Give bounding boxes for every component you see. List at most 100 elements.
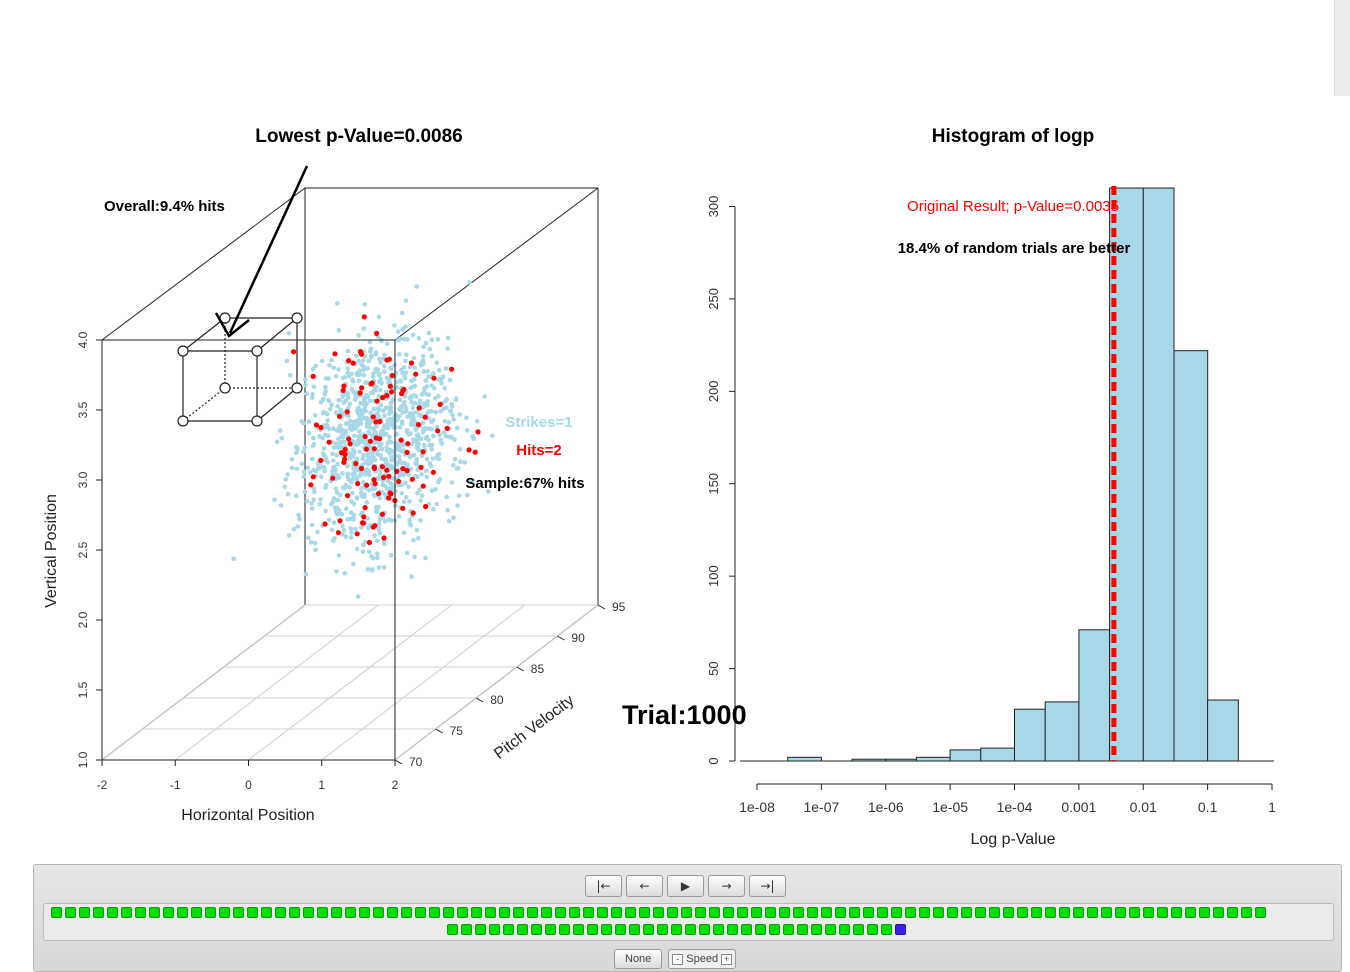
frame-marker[interactable] <box>751 907 762 918</box>
frame-marker[interactable] <box>1045 907 1056 918</box>
frame-marker[interactable] <box>919 907 930 918</box>
frame-marker[interactable] <box>1255 907 1266 918</box>
none-button[interactable]: None <box>614 949 663 969</box>
frame-marker[interactable] <box>881 924 892 935</box>
prev-frame-button[interactable]: ← <box>626 875 663 897</box>
frame-marker[interactable] <box>1185 907 1196 918</box>
frame-marker[interactable] <box>1199 907 1210 918</box>
frame-marker[interactable] <box>797 924 808 935</box>
frame-marker[interactable] <box>1129 907 1140 918</box>
frame-marker[interactable] <box>681 907 692 918</box>
frame-marker[interactable] <box>933 907 944 918</box>
frame-marker[interactable] <box>1017 907 1028 918</box>
frame-marker[interactable] <box>545 924 556 935</box>
frame-marker[interactable] <box>1003 907 1014 918</box>
frame-marker[interactable] <box>559 924 570 935</box>
speed-decrease-button[interactable]: - <box>672 953 684 965</box>
frame-marker[interactable] <box>839 924 850 935</box>
frame-marker[interactable] <box>807 907 818 918</box>
frame-marker[interactable] <box>671 924 682 935</box>
frame-marker[interactable] <box>373 907 384 918</box>
frame-marker[interactable] <box>769 924 780 935</box>
frame-marker[interactable] <box>555 907 566 918</box>
frame-marker[interactable] <box>699 924 710 935</box>
next-frame-button[interactable]: → <box>708 875 745 897</box>
frame-marker[interactable] <box>163 907 174 918</box>
frame-marker[interactable] <box>741 924 752 935</box>
frame-marker[interactable] <box>149 907 160 918</box>
frame-marker[interactable] <box>597 907 608 918</box>
frame-marker[interactable] <box>233 907 244 918</box>
frame-marker[interactable] <box>499 907 510 918</box>
frame-marker[interactable] <box>961 907 972 918</box>
frame-marker[interactable] <box>1115 907 1126 918</box>
frame-marker[interactable] <box>219 907 230 918</box>
frame-marker[interactable] <box>867 924 878 935</box>
frame-marker[interactable] <box>345 907 356 918</box>
frame-marker[interactable] <box>475 924 486 935</box>
frame-marker[interactable] <box>583 907 594 918</box>
frame-marker[interactable] <box>727 924 738 935</box>
frame-marker[interactable] <box>947 907 958 918</box>
frame-marker[interactable] <box>573 924 584 935</box>
frame-marker[interactable] <box>51 907 62 918</box>
frame-marker[interactable] <box>1143 907 1154 918</box>
frame-marker[interactable] <box>713 924 724 935</box>
frame-marker[interactable] <box>653 907 664 918</box>
frame-marker[interactable] <box>821 907 832 918</box>
frame-marker[interactable] <box>289 907 300 918</box>
frame-marker[interactable] <box>121 907 132 918</box>
frame-marker[interactable] <box>261 907 272 918</box>
frame-marker[interactable] <box>541 907 552 918</box>
frame-marker[interactable] <box>1031 907 1042 918</box>
frame-marker[interactable] <box>811 924 822 935</box>
frame-marker[interactable] <box>513 907 524 918</box>
frame-marker[interactable] <box>755 924 766 935</box>
frame-marker[interactable] <box>415 907 426 918</box>
frame-marker[interactable] <box>891 907 902 918</box>
frame-marker[interactable] <box>611 907 622 918</box>
frame-marker[interactable] <box>989 907 1000 918</box>
frame-marker[interactable] <box>737 907 748 918</box>
frame-marker[interactable] <box>765 907 776 918</box>
frame-marker[interactable] <box>975 907 986 918</box>
frame-marker[interactable] <box>387 907 398 918</box>
frame-marker[interactable] <box>65 907 76 918</box>
frame-timeline[interactable] <box>43 903 1334 941</box>
frame-marker[interactable] <box>1087 907 1098 918</box>
play-button[interactable]: ▶ <box>667 875 704 897</box>
frame-marker[interactable] <box>1157 907 1168 918</box>
frame-marker[interactable] <box>135 907 146 918</box>
frame-marker[interactable] <box>443 907 454 918</box>
frame-marker[interactable] <box>695 907 706 918</box>
frame-marker[interactable] <box>849 907 860 918</box>
frame-marker[interactable] <box>685 924 696 935</box>
frame-marker[interactable] <box>793 907 804 918</box>
frame-marker[interactable] <box>531 924 542 935</box>
frame-marker[interactable] <box>1171 907 1182 918</box>
frame-marker[interactable] <box>825 924 836 935</box>
frame-marker[interactable] <box>629 924 640 935</box>
frame-marker[interactable] <box>601 924 612 935</box>
frame-marker[interactable] <box>503 924 514 935</box>
frame-marker[interactable] <box>569 907 580 918</box>
frame-marker[interactable] <box>447 924 458 935</box>
frame-marker[interactable] <box>587 924 598 935</box>
frame-marker[interactable] <box>853 924 864 935</box>
frame-marker[interactable] <box>1059 907 1070 918</box>
frame-marker[interactable] <box>667 907 678 918</box>
frame-marker[interactable] <box>107 907 118 918</box>
frame-marker[interactable] <box>79 907 90 918</box>
frame-marker[interactable] <box>191 907 202 918</box>
frame-marker[interactable] <box>317 907 328 918</box>
frame-marker[interactable] <box>779 907 790 918</box>
frame-marker[interactable] <box>1101 907 1112 918</box>
frame-marker[interactable] <box>177 907 188 918</box>
speed-increase-button[interactable]: + <box>721 953 733 965</box>
last-frame-button[interactable]: →| <box>749 875 786 897</box>
frame-marker[interactable] <box>359 907 370 918</box>
current-frame-marker[interactable] <box>895 924 906 935</box>
frame-marker[interactable] <box>643 924 654 935</box>
frame-marker[interactable] <box>657 924 668 935</box>
frame-marker[interactable] <box>275 907 286 918</box>
